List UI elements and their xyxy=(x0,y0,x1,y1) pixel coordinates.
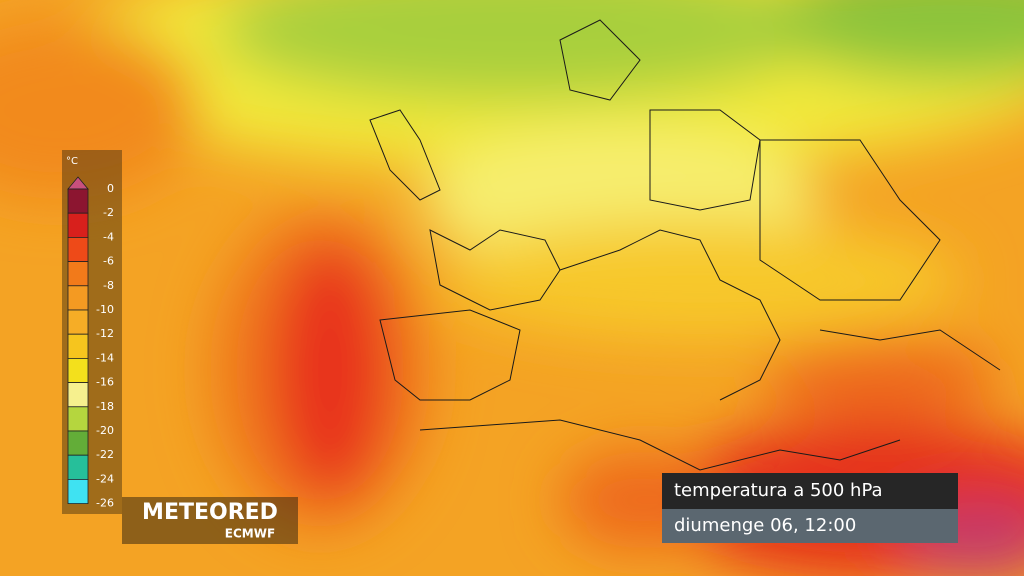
legend-swatch xyxy=(67,285,89,311)
brand-logo: METEORED ECMWF xyxy=(122,497,298,544)
info-time-panel xyxy=(662,509,958,543)
legend-tick-label: -8 xyxy=(103,279,114,292)
legend-swatch xyxy=(67,478,89,504)
legend-swatch xyxy=(67,382,89,408)
legend-swatch xyxy=(67,357,89,383)
legend-swatch xyxy=(67,236,89,262)
legend-tick-label: -24 xyxy=(96,472,114,485)
legend-swatch xyxy=(67,430,89,456)
legend-tick-label: -18 xyxy=(96,400,114,413)
legend-tick-label: -6 xyxy=(103,255,114,268)
legend-tick-label: -22 xyxy=(96,448,114,461)
borders xyxy=(369,19,1001,471)
legend-tick-label: 0 xyxy=(107,182,114,195)
legend-tick-label: -4 xyxy=(103,230,114,243)
legend-tick-label: -26 xyxy=(96,497,114,510)
legend-tick-label: -14 xyxy=(96,351,114,364)
legend-swatch xyxy=(67,333,89,359)
info-title: temperatura a 500 hPa xyxy=(674,480,883,501)
legend-swatch xyxy=(67,261,89,287)
legend-tick-label: -12 xyxy=(96,327,114,340)
legend-swatch xyxy=(67,188,89,214)
legend-tick-label: -16 xyxy=(96,376,114,389)
info-time: diumenge 06, 12:00 xyxy=(674,515,856,536)
legend-unit: °C xyxy=(66,156,78,167)
legend-tick-label: -20 xyxy=(96,424,114,437)
logo-panel xyxy=(122,497,298,544)
info-title-panel xyxy=(662,473,958,509)
legend-tick-label: -2 xyxy=(103,206,114,219)
info-box: temperatura a 500 hPa diumenge 06, 12:00 xyxy=(662,473,958,543)
legend-tick-label: -10 xyxy=(96,303,114,316)
legend: °C 0 -2 -4 -6 -8 -10 -12 -14 -16 -18 -20 -22 -24 -26 xyxy=(62,150,122,514)
brand-name: METEORED xyxy=(142,500,278,525)
brand-source: ECMWF xyxy=(225,527,275,541)
legend-swatch xyxy=(67,309,89,335)
legend-swatch xyxy=(67,212,89,238)
legend-swatch xyxy=(67,454,89,480)
legend-swatch xyxy=(67,406,89,432)
